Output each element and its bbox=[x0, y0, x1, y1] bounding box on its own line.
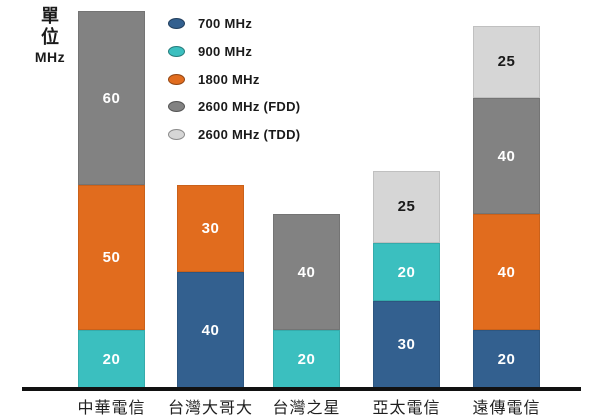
unit-label-line: 位 bbox=[41, 26, 59, 47]
unit-label-line: 單 bbox=[41, 6, 59, 26]
legend-swatch-icon bbox=[168, 129, 185, 141]
bar-segment: 25 bbox=[473, 25, 540, 98]
stacked-bar: 20 40 40 25 bbox=[473, 25, 540, 388]
bar-segment: 40 bbox=[177, 272, 244, 388]
y-axis-unit-label: 單 位 MHz bbox=[26, 6, 74, 65]
legend-item: 2600 MHz (FDD) bbox=[168, 93, 300, 121]
segment-value-label: 20 bbox=[102, 350, 121, 368]
segment-value-label: 60 bbox=[102, 89, 121, 107]
bar-segment: 30 bbox=[373, 301, 440, 388]
bar-segment: 40 bbox=[473, 214, 540, 330]
segment-value-label: 20 bbox=[297, 350, 316, 368]
category-label: 中華電信 bbox=[77, 400, 146, 417]
segment-value-label: 30 bbox=[397, 336, 416, 353]
bar-segment: 20 bbox=[273, 330, 340, 388]
segment-value-label: 40 bbox=[297, 263, 316, 281]
legend-swatch-icon bbox=[168, 73, 185, 85]
legend-swatch-icon bbox=[168, 101, 185, 113]
legend-label: 700 MHz bbox=[198, 16, 253, 32]
legend-item: 900 MHz bbox=[168, 38, 300, 66]
bar-segment: 20 bbox=[473, 330, 540, 388]
legend-label: 1800 MHz bbox=[198, 71, 260, 87]
stacked-bar: 30 20 25 bbox=[373, 170, 440, 388]
bar-segment: 25 bbox=[373, 170, 440, 243]
segment-value-label: 25 bbox=[497, 53, 516, 71]
segment-value-label: 40 bbox=[497, 147, 516, 165]
legend-swatch-icon bbox=[168, 18, 185, 30]
bar-segment: 40 bbox=[273, 214, 340, 330]
legend-item: 1800 MHz bbox=[168, 65, 300, 93]
legend-label: 2600 MHz (FDD) bbox=[198, 99, 301, 115]
category-label: 亞太電信 bbox=[372, 400, 441, 417]
segment-value-label: 50 bbox=[102, 249, 121, 266]
legend-swatch-icon bbox=[168, 46, 185, 58]
legend-label: 900 MHz bbox=[198, 44, 253, 60]
bar-segment: 20 bbox=[373, 243, 440, 301]
stacked-bar: 20 40 bbox=[273, 214, 340, 388]
legend-label: 2600 MHz (TDD) bbox=[198, 127, 301, 143]
bar-segment: 60 bbox=[78, 11, 145, 185]
category-label: 台灣大哥大 bbox=[167, 400, 253, 417]
bar-segment: 40 bbox=[473, 98, 540, 214]
bar-segment: 30 bbox=[177, 185, 244, 272]
category-label: 台灣之星 bbox=[272, 400, 341, 417]
segment-value-label: 30 bbox=[201, 220, 220, 237]
segment-value-label: 40 bbox=[201, 321, 220, 339]
stacked-bar: 40 30 bbox=[177, 185, 244, 388]
x-axis-line bbox=[22, 387, 581, 391]
category-label: 遠傳電信 bbox=[472, 400, 541, 417]
segment-value-label: 20 bbox=[497, 350, 516, 368]
legend-item: 2600 MHz (TDD) bbox=[168, 121, 300, 149]
bar-segment: 50 bbox=[78, 185, 145, 330]
legend: 700 MHz 900 MHz 1800 MHz 2600 MHz (FDD) 2600… bbox=[168, 10, 300, 148]
bar-segment: 20 bbox=[78, 330, 145, 388]
segment-value-label: 25 bbox=[397, 198, 416, 216]
stacked-bar: 20 50 60 bbox=[78, 11, 145, 388]
unit-label-mhz: MHz bbox=[34, 49, 66, 66]
segment-value-label: 20 bbox=[397, 263, 416, 281]
segment-value-label: 40 bbox=[497, 263, 516, 281]
legend-item: 700 MHz bbox=[168, 10, 300, 38]
